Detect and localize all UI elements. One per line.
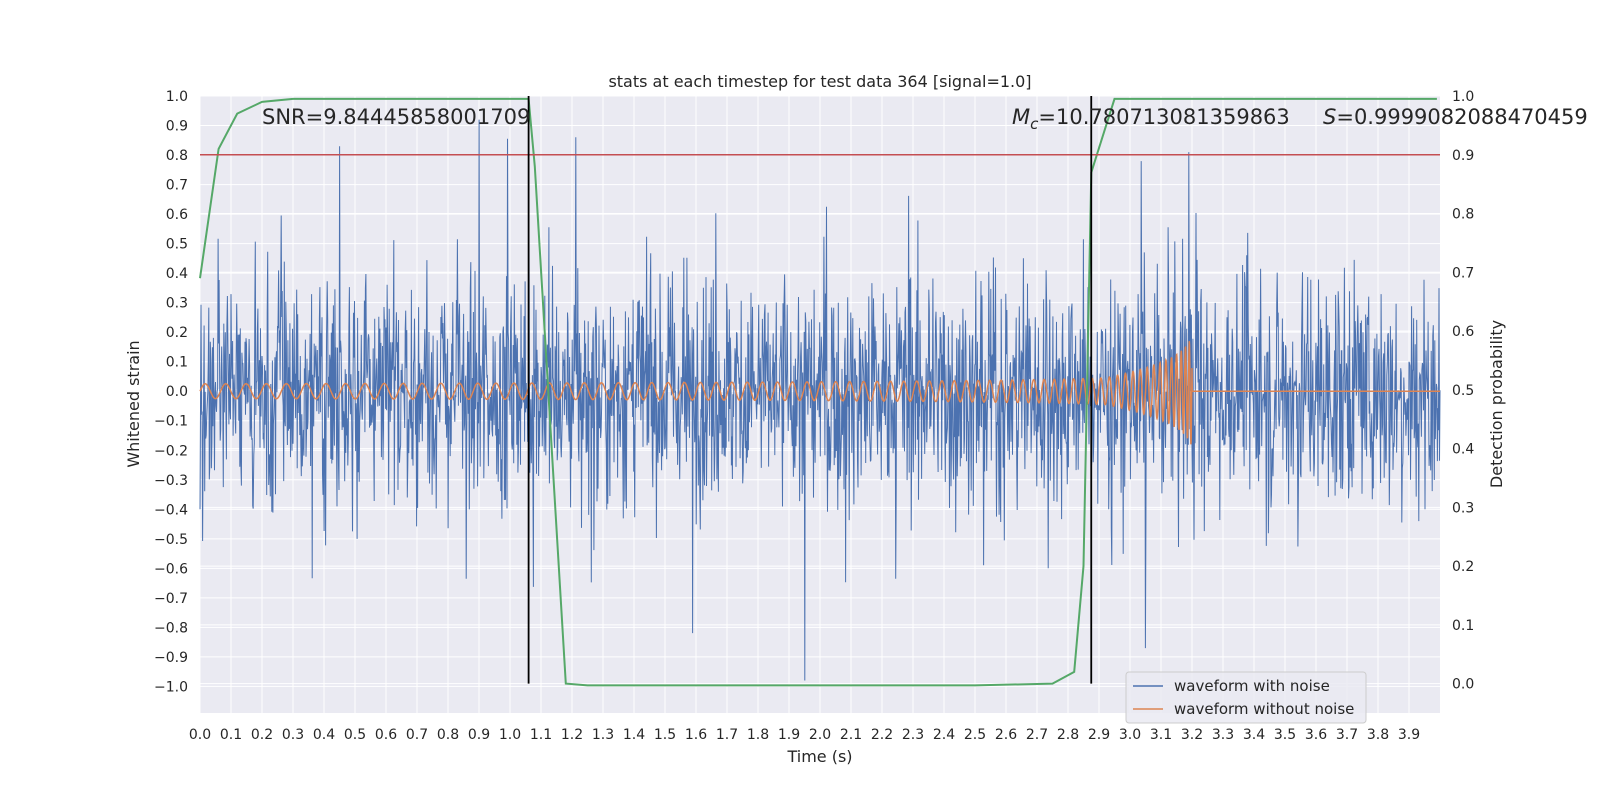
x-tick-label: 0.2 (251, 727, 273, 743)
x-tick-label: 1.3 (592, 727, 614, 743)
significance-annotation: S=0.9999082088470459 (1323, 105, 1588, 129)
y-tick-label: 0.3 (166, 296, 188, 312)
y-tick-label: −0.1 (154, 414, 188, 430)
legend-label-noise: waveform with noise (1174, 677, 1330, 695)
y2-tick-label: 0.2 (1452, 559, 1474, 575)
x-tick-label: 1.7 (716, 727, 738, 743)
chirp-mass-symbol: M (1012, 105, 1030, 129)
x-tick-label: 1.6 (685, 727, 707, 743)
x-tick-label: 3.0 (1119, 727, 1141, 743)
x-tick-label: 0.7 (406, 727, 428, 743)
chirp-mass-annotation: Mc=10.780713081359863 (1012, 105, 1290, 133)
y-tick-label: 0.4 (166, 266, 188, 282)
x-tick-label: 1.4 (623, 727, 645, 743)
x-tick-label: 3.4 (1243, 727, 1265, 743)
x-tick-label: 1.2 (561, 727, 583, 743)
x-tick-label: 0.5 (344, 727, 366, 743)
series-waveform-with-noise (199, 119, 1441, 681)
y2-tick-label: 0.3 (1452, 500, 1474, 516)
x-tick-label: 3.1 (1150, 727, 1172, 743)
x-tick-label: 2.7 (1026, 727, 1048, 743)
y2-tick-label: 0.1 (1452, 618, 1474, 634)
x-tick-label: 2.6 (995, 727, 1017, 743)
x-tick-label: 2.3 (902, 727, 924, 743)
y-tick-label: 0.8 (166, 148, 188, 164)
y-tick-label: 0.0 (166, 384, 188, 400)
line-waveform-with-noise (199, 119, 1441, 681)
y2-axis-label: Detection probability (1487, 320, 1506, 488)
detection-markers (527, 96, 1093, 684)
snr-annotation: SNR=9.84445858001709 (262, 105, 530, 129)
y-tick-label: −0.3 (154, 473, 188, 489)
significance-value: =0.9999082088470459 (1336, 105, 1587, 129)
x-tick-label: 3.9 (1398, 727, 1420, 743)
x-tick-label: 3.6 (1305, 727, 1327, 743)
y-tick-label: 1.0 (166, 89, 188, 105)
x-tick-label: 1.9 (778, 727, 800, 743)
x-tick-label: 2.9 (1088, 727, 1110, 743)
y2-tick-label: 0.5 (1452, 383, 1474, 399)
line-waveform-without-noise (199, 341, 1440, 445)
y-tick-label: −0.5 (154, 532, 188, 548)
y-axis-ticks: 1.0 0.9 0.8 0.7 0.6 0.5 0.4 0.3 0.2 0.1 0.0 −0.1 −0.… (154, 89, 188, 695)
legend-box (1125, 671, 1367, 724)
y-tick-label: −0.2 (154, 443, 188, 459)
y2-tick-label: 0.4 (1452, 442, 1474, 458)
y-tick-label: 0.2 (166, 325, 188, 341)
y-tick-label: 0.1 (166, 355, 188, 371)
y2-tick-label: 0.9 (1452, 148, 1474, 164)
x-tick-label: 2.1 (840, 727, 862, 743)
y-tick-label: 0.6 (166, 207, 188, 223)
x-tick-label: 1.1 (530, 727, 552, 743)
y-tick-label: −0.7 (154, 591, 188, 607)
legend-label-clean: waveform without noise (1174, 700, 1354, 718)
y-tick-label: −0.6 (154, 561, 188, 577)
y2-tick-label: 1.0 (1452, 89, 1474, 105)
y-axis-label: Whitened strain (124, 340, 143, 467)
x-axis-label: Time (s) (786, 747, 852, 766)
chirp-mass-value: =10.780713081359863 (1038, 105, 1289, 129)
x-tick-label: 3.3 (1212, 727, 1234, 743)
series-waveform-without-noise (199, 341, 1440, 445)
chart-title: stats at each timestep for test data 364… (608, 72, 1031, 91)
y2-tick-label: 0.7 (1452, 265, 1474, 281)
x-tick-label: 0.6 (375, 727, 397, 743)
x-tick-label: 2.8 (1057, 727, 1079, 743)
y-tick-label: 0.7 (166, 178, 188, 194)
line-detection-probability (199, 97, 1437, 687)
y2-axis-ticks: 1.0 0.9 0.8 0.7 0.6 0.5 0.4 0.3 0.2 0.1 0.0 (1452, 89, 1474, 693)
series-detection-probability (199, 97, 1440, 687)
x-tick-label: 0.9 (468, 727, 490, 743)
x-tick-label: 3.2 (1181, 727, 1203, 743)
significance-symbol: S (1323, 105, 1336, 129)
x-tick-label: 2.4 (933, 727, 955, 743)
y2-tick-label: 0.8 (1452, 207, 1474, 223)
x-tick-label: 0.0 (189, 727, 211, 743)
x-tick-label: 1.5 (654, 727, 676, 743)
chirp-mass-subscript: c (1030, 115, 1039, 133)
x-tick-label: 3.8 (1367, 727, 1389, 743)
x-tick-label: 0.8 (437, 727, 459, 743)
y2-tick-label: 0.6 (1452, 324, 1474, 340)
x-axis-ticks: 0.0 0.1 0.2 0.3 0.4 0.5 0.6 0.7 0.8 0.9 1.0 1.1 1.2 1… (189, 727, 1420, 743)
y-tick-label: −1.0 (154, 679, 188, 695)
y-tick-label: 0.5 (166, 237, 188, 253)
x-tick-label: 3.5 (1274, 727, 1296, 743)
x-tick-label: 2.0 (809, 727, 831, 743)
x-tick-label: 3.7 (1336, 727, 1358, 743)
y-tick-label: −0.4 (154, 502, 188, 518)
legend: waveform with noise waveform without noi… (1125, 671, 1367, 724)
y-tick-label: −0.9 (154, 650, 188, 666)
x-tick-label: 0.3 (282, 727, 304, 743)
x-tick-label: 0.4 (313, 727, 335, 743)
x-tick-label: 1.0 (499, 727, 521, 743)
x-tick-label: 2.2 (871, 727, 893, 743)
x-tick-label: 0.1 (220, 727, 242, 743)
x-tick-label: 1.8 (747, 727, 769, 743)
y-tick-label: 0.9 (166, 119, 188, 135)
x-tick-label: 2.5 (964, 727, 986, 743)
y2-tick-label: 0.0 (1452, 677, 1474, 693)
y-tick-label: −0.8 (154, 620, 188, 636)
